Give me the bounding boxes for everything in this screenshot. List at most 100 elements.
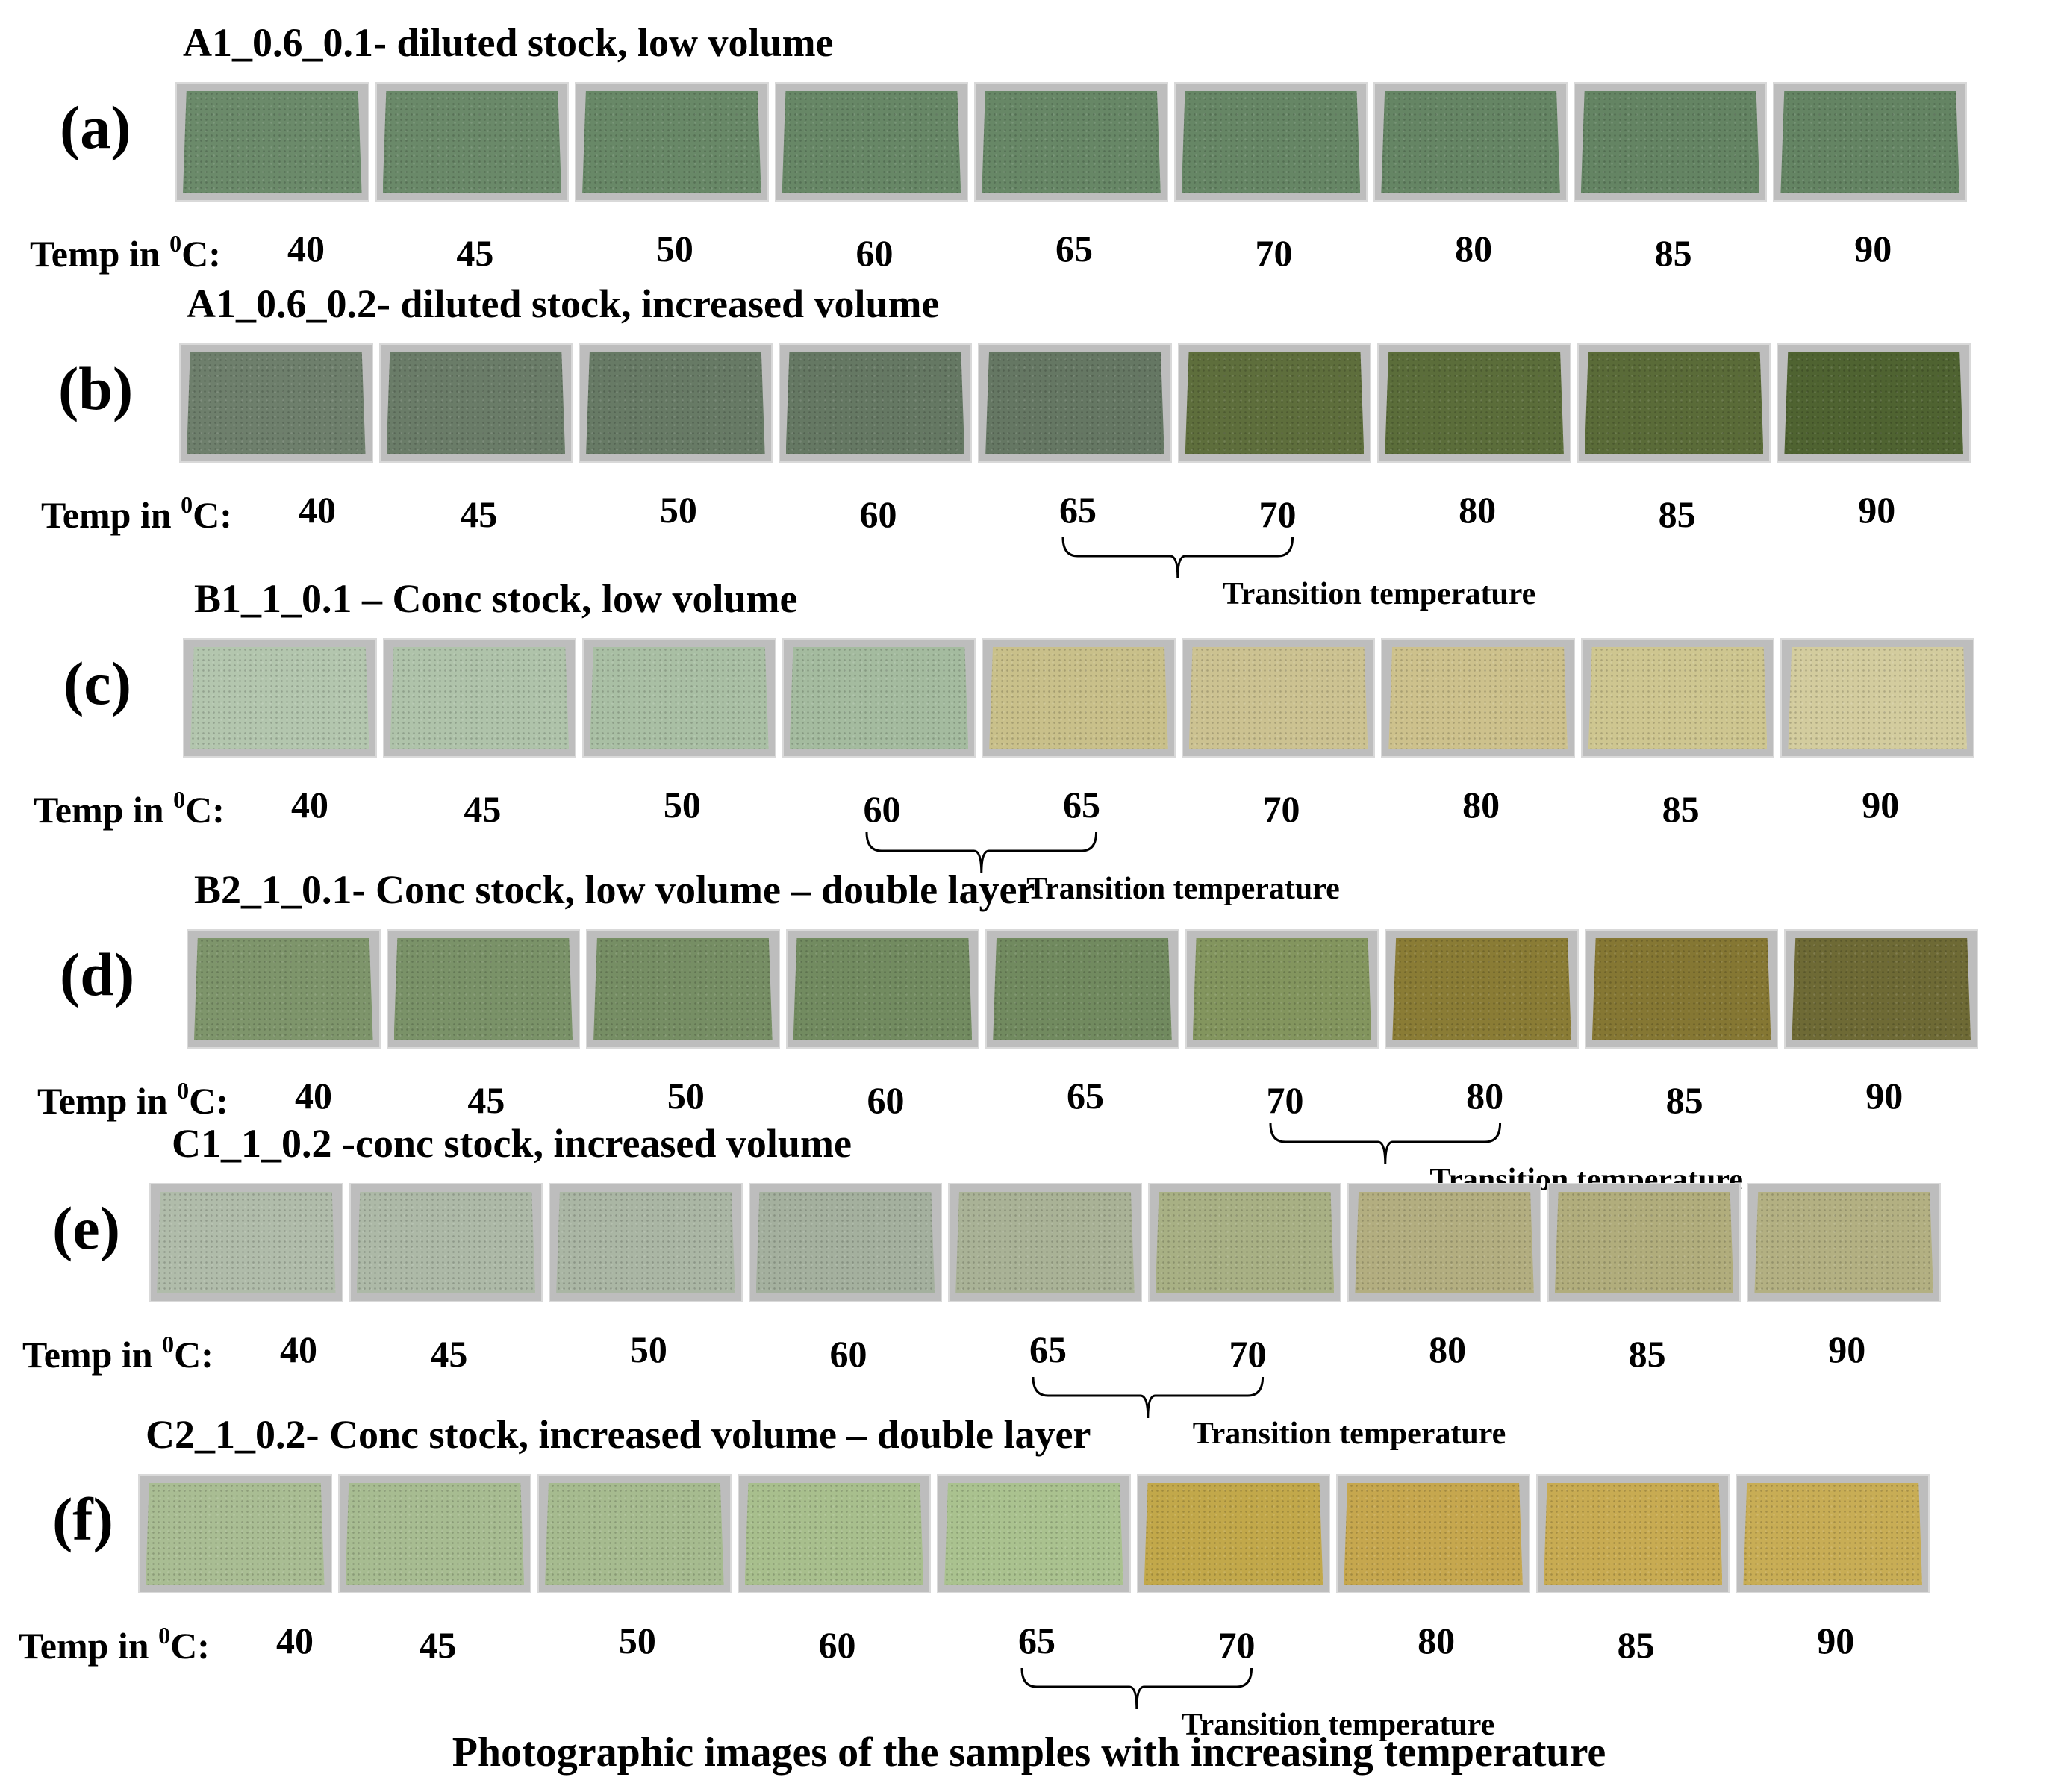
temp-value: 65 (1055, 228, 1093, 269)
temp-value: 70 (1229, 1333, 1267, 1375)
temp-value: 40 (287, 228, 325, 269)
temp-value: 50 (618, 1620, 656, 1661)
sample-photo (974, 82, 1168, 202)
temp-value: 40 (291, 784, 328, 825)
panel-title: C2_1_0.2- Conc stock, increased volume –… (146, 1412, 1091, 1457)
panel-title: B1_1_0.1 – Conc stock, low volume (194, 576, 798, 621)
temp-value: 80 (1459, 489, 1497, 531)
temp-axis-label: Temp in 0C: (37, 1077, 228, 1122)
sample-photo (737, 1474, 932, 1593)
sample-photo (1580, 638, 1775, 758)
temp-value: 65 (1059, 489, 1097, 531)
sample-photo (582, 638, 776, 758)
sample-photo (1185, 929, 1379, 1049)
temp-value: 85 (1662, 788, 1700, 830)
temp-value: 60 (863, 788, 901, 830)
temp-value: 45 (456, 232, 494, 274)
sample-photo (1784, 929, 1978, 1049)
sample-photo (778, 343, 973, 463)
temp-value: 45 (464, 788, 502, 830)
transition-bracket (1032, 1376, 1265, 1419)
sample-photo (1177, 343, 1372, 463)
temp-value: 45 (460, 493, 498, 535)
sample-photo (1336, 1474, 1530, 1593)
temp-value: 85 (1617, 1624, 1655, 1666)
temp-value: 50 (659, 489, 697, 531)
temp-value: 80 (1466, 1075, 1504, 1117)
temp-value: 70 (1255, 232, 1293, 274)
sample-photo (1181, 638, 1376, 758)
panel-title: C1_1_0.2 -conc stock, increased volume (172, 1121, 852, 1166)
temp-value: 85 (1654, 232, 1692, 274)
sample-photo (1381, 638, 1575, 758)
sample-photo (349, 1183, 543, 1302)
temp-value: 60 (855, 232, 894, 274)
panel-label: (c) (63, 649, 132, 717)
temp-value: 40 (280, 1329, 317, 1370)
temp-value: 90 (1817, 1620, 1855, 1661)
transition-label: Transition temperature (1026, 872, 1340, 906)
sample-photo (175, 82, 369, 202)
temp-value: 70 (1266, 1079, 1304, 1121)
sample-photo (1780, 638, 1974, 758)
sample-strip (187, 929, 1978, 1049)
temp-value: 90 (1862, 784, 1900, 825)
sample-photo (1584, 929, 1779, 1049)
figure-caption: Photographic images of the samples with … (452, 1729, 1606, 1776)
sample-strip (175, 82, 1967, 202)
sample-photo (378, 343, 573, 463)
panel-title: B2_1_0.1- Conc stock, low volume – doubl… (194, 867, 1035, 912)
temp-value: 40 (299, 489, 336, 531)
sample-photo (1773, 82, 1967, 202)
temp-value: 50 (663, 784, 701, 825)
temp-value: 90 (1828, 1329, 1866, 1370)
temp-axis-label: Temp in 0C: (22, 1331, 213, 1376)
sample-photo (183, 638, 377, 758)
sample-photo (187, 929, 381, 1049)
temp-value: 70 (1262, 788, 1300, 830)
sample-photo (149, 1183, 343, 1302)
transition-bracket (1020, 1667, 1253, 1710)
temp-value: 40 (276, 1620, 314, 1661)
temp-axis-label: Temp in 0C: (41, 491, 232, 536)
sample-photo (337, 1474, 532, 1593)
sample-photo (537, 1474, 732, 1593)
sample-photo (774, 82, 969, 202)
temp-value: 85 (1665, 1079, 1703, 1121)
temp-value: 60 (859, 493, 897, 535)
temp-value: 90 (1865, 1075, 1903, 1117)
temp-value: 50 (667, 1075, 705, 1117)
temp-value: 45 (419, 1624, 457, 1666)
sample-photo (575, 82, 769, 202)
temp-value: 65 (1018, 1620, 1055, 1661)
sample-photo (748, 1183, 943, 1302)
panel-label: (e) (52, 1194, 121, 1262)
temp-value: 65 (1029, 1329, 1067, 1370)
sample-photo (1547, 1183, 1741, 1302)
sample-strip (179, 343, 1971, 463)
sample-photo (1347, 1183, 1541, 1302)
sample-photo (985, 929, 1179, 1049)
sample-photo (179, 343, 373, 463)
temp-value: 45 (430, 1333, 468, 1375)
sample-photo (386, 929, 581, 1049)
transition-label: Transition temperature (1192, 1417, 1506, 1451)
temp-value: 40 (295, 1075, 332, 1117)
sample-strip (138, 1474, 1930, 1593)
temp-value: 50 (629, 1329, 667, 1370)
sample-photo (782, 638, 976, 758)
sample-photo (579, 343, 773, 463)
temp-value: 80 (1418, 1620, 1456, 1661)
temp-value: 80 (1429, 1329, 1467, 1370)
temp-axis-label: Temp in 0C: (34, 786, 225, 831)
sample-photo (138, 1474, 332, 1593)
panel-title: A1_0.6_0.1- diluted stock, low volume (183, 20, 834, 65)
sample-photo (1136, 1474, 1331, 1593)
sample-photo (1747, 1183, 1941, 1302)
panel-label: (d) (60, 940, 135, 1008)
temp-value: 60 (867, 1079, 905, 1121)
sample-photo (375, 82, 570, 202)
sample-photo (1385, 929, 1579, 1049)
sample-photo (1777, 343, 1971, 463)
